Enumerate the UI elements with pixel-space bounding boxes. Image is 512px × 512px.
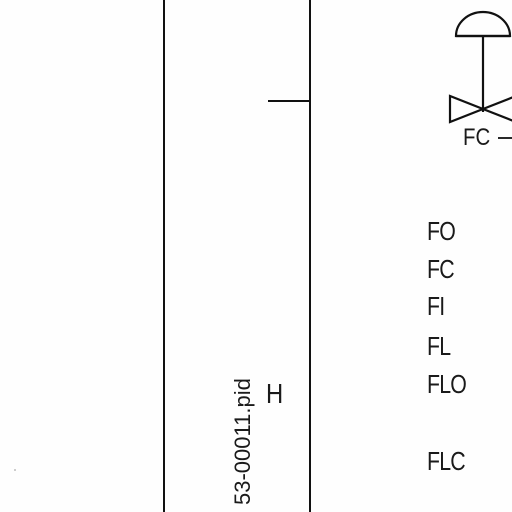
control-valve-icon xyxy=(448,10,512,124)
scan-speck xyxy=(243,404,245,406)
legend-code-fo: FO xyxy=(427,216,456,246)
legend-code-fc: FC xyxy=(427,254,455,284)
scan-speck xyxy=(14,469,16,471)
legend-code-flc: FLC xyxy=(427,446,466,476)
valve-fail-label: FC xyxy=(463,124,491,151)
legend-code-flo: FLO xyxy=(427,369,467,399)
drawing-filename: 53-00011.pid xyxy=(230,378,255,505)
revision-letter: H xyxy=(266,378,284,409)
legend-code-fl: FL xyxy=(427,331,451,361)
legend-code-fi: FI xyxy=(427,291,445,321)
